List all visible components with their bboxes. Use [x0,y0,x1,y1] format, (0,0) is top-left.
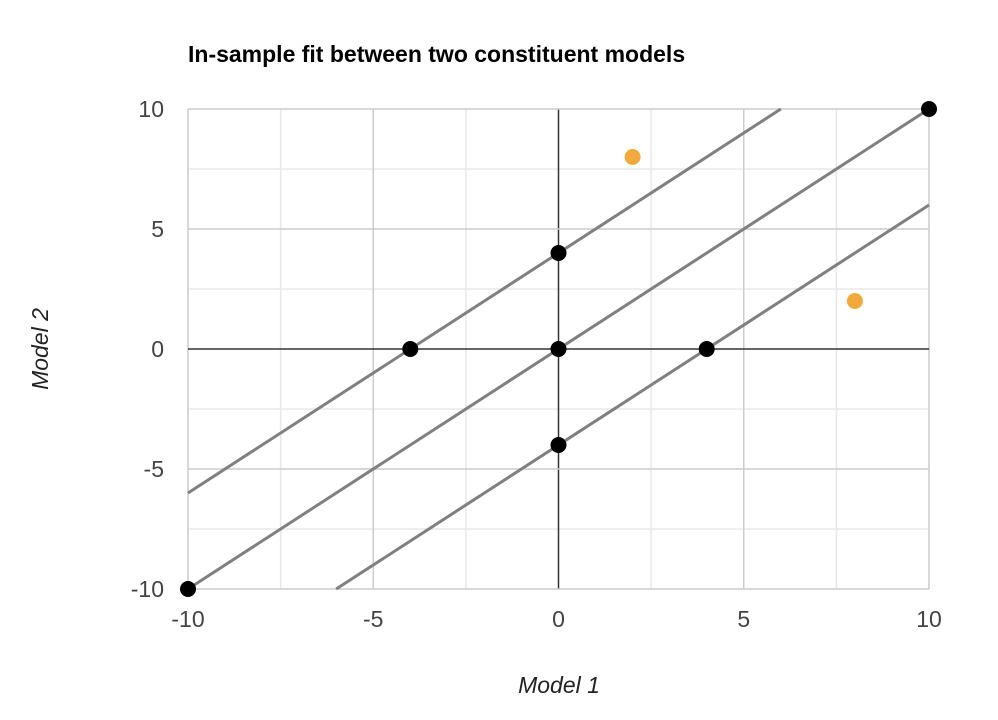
x-tick-label: -5 [363,606,383,632]
grid [187,108,930,590]
x-tick-label: 5 [737,606,750,632]
x-axis-title: Model 1 [518,672,600,698]
x-axis-ticks: -10 -5 0 5 10 [171,606,941,632]
data-point-s1-4 [550,341,567,357]
data-point-s2-2 [846,293,863,309]
data-points [180,101,937,597]
fit-line-1 [187,107,782,495]
x-tick-label: -10 [171,606,204,632]
data-point-s1-6 [550,245,567,261]
y-tick-label: 5 [151,216,164,242]
y-axis-title: Model 2 [27,308,53,390]
fit-line-3 [335,203,930,591]
data-point-s2-1 [624,149,641,165]
chart-title: In-sample fit between two constituent mo… [188,41,685,67]
data-point-s1-5 [698,341,715,357]
x-tick-label: 0 [552,606,565,632]
y-tick-label: -5 [144,456,164,482]
data-point-s1-1 [180,581,196,597]
data-point-s1-2 [921,101,937,117]
y-axis-ticks: -10 -5 0 5 10 [131,96,164,602]
data-point-s1-7 [550,437,567,453]
x-tick-label: 10 [916,606,942,632]
y-tick-label: -10 [131,576,164,602]
data-point-s1-3 [402,341,419,357]
y-tick-label: 0 [151,336,164,362]
y-tick-label: 10 [138,96,164,122]
